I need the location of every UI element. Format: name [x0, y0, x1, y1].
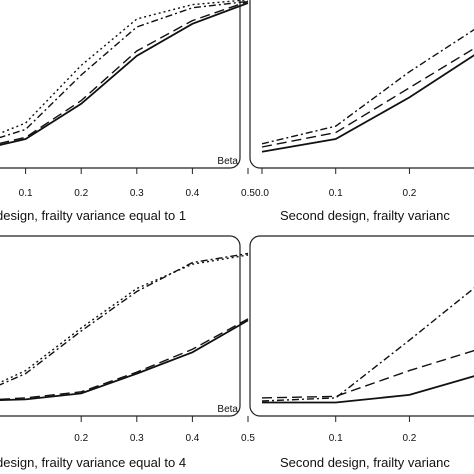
- chart-panel-top-right: 0.0 0.1 0.2 Second design, frailty varianc: [249, 0, 474, 223]
- series-line-dashdot: [261, 28, 474, 145]
- beta-annotation: Beta: [217, 156, 238, 167]
- axis-caption: Second design, frailty varianc: [280, 208, 450, 223]
- x-tick-label: 0.0: [255, 188, 269, 199]
- series-line-dotted: [0, 254, 249, 384]
- series-line-solid: [0, 2, 249, 146]
- series-line-dashed: [0, 318, 249, 401]
- x-tick-label: 0.1: [329, 433, 343, 444]
- x-tick-label: 0.2: [74, 188, 88, 199]
- x-tick-label: 0.4: [185, 188, 199, 199]
- axis-caption: design, frailty variance equal to 4: [0, 455, 186, 470]
- x-tick-label: 0.3: [130, 433, 144, 444]
- x-tick-label: 0.3: [130, 188, 144, 199]
- panel-frame: [249, 0, 474, 169]
- x-tick-label: 0.2: [402, 188, 416, 199]
- panel-frame: [0, 235, 241, 417]
- chart-panel-bottom-left: 0.2 0.3 0.4 0.5 Beta design, frailty variance…: [0, 235, 255, 470]
- panel-frame: [249, 235, 474, 417]
- series-line-dashed: [261, 47, 474, 148]
- chart-panel-top-left: 0.1 0.2 0.3 0.4 0.5 Beta design, frailty varia…: [0, 0, 255, 223]
- x-tick-label: 0.4: [185, 433, 199, 444]
- panel-frame: [0, 0, 241, 169]
- chart-panel-bottom-right: 0.1 0.2 Second design, frailty varianc: [249, 235, 474, 470]
- series-line-dashdot: [0, 0, 249, 139]
- series-line-dotted: [0, 0, 249, 135]
- x-tick-label: 0.1: [19, 188, 33, 199]
- series-line-dashed: [261, 349, 474, 399]
- x-tick-label: 0.1: [329, 188, 343, 199]
- beta-annotation: Beta: [217, 404, 238, 415]
- x-tick-label: 0.2: [74, 433, 88, 444]
- axis-caption: Second design, frailty varianc: [280, 455, 450, 470]
- axis-caption: design, frailty variance equal to 1: [0, 208, 186, 223]
- x-tick-label: 0.5: [241, 188, 255, 199]
- series-line-solid: [0, 319, 249, 402]
- x-tick-label: 0.2: [402, 433, 416, 444]
- series-line-dashdot: [261, 287, 474, 402]
- series-line-solid: [262, 375, 474, 404]
- series-line-dashed: [0, 0, 249, 145]
- x-tick-label: 0.5: [241, 433, 255, 444]
- series-line-solid: [261, 54, 474, 153]
- series-line-dashdot: [0, 252, 249, 386]
